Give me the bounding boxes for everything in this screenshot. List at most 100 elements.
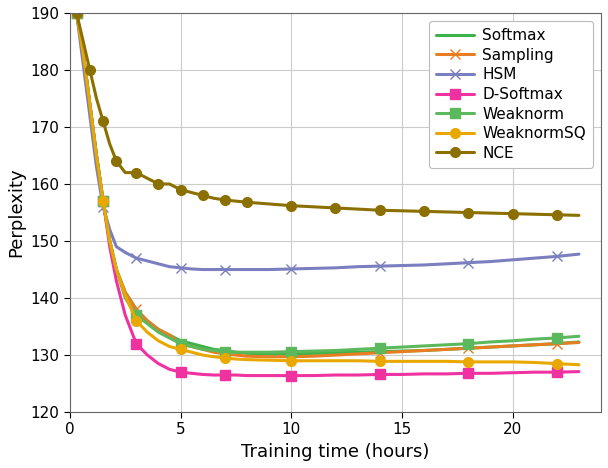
WeaknormSQ [266, 358, 273, 363]
NCE [420, 209, 427, 214]
WeaknormSQ [133, 318, 140, 324]
HSM [266, 267, 273, 272]
D-Softmax [133, 341, 140, 346]
HSM [73, 10, 80, 16]
Sampling [332, 352, 339, 358]
HSM [112, 244, 120, 249]
Sampling [86, 102, 94, 107]
Sampling [232, 352, 240, 358]
WeaknormSQ [531, 360, 538, 366]
Sampling [80, 50, 87, 56]
NCE [210, 196, 218, 201]
HSM [232, 267, 240, 272]
WeaknormSQ [143, 329, 151, 335]
Weaknorm [143, 321, 151, 327]
Softmax [122, 290, 129, 295]
Softmax [465, 345, 472, 351]
NCE [575, 212, 582, 218]
Softmax [93, 153, 100, 158]
D-Softmax [509, 370, 516, 375]
Line: WeaknormSQ: WeaknormSQ [72, 8, 584, 370]
HSM [177, 265, 184, 271]
Weaknorm [106, 238, 114, 244]
Weaknorm [509, 338, 516, 344]
Weaknorm [188, 344, 195, 349]
Softmax [100, 198, 107, 204]
HSM [93, 164, 100, 170]
Sampling [199, 346, 206, 352]
Weaknorm [93, 153, 100, 158]
HSM [398, 263, 406, 268]
Sampling [465, 345, 472, 351]
Sampling [106, 238, 114, 244]
HSM [133, 256, 140, 261]
HSM [80, 61, 87, 67]
D-Softmax [354, 372, 361, 378]
D-Softmax [112, 278, 120, 284]
Weaknorm [575, 333, 582, 339]
NCE [100, 118, 107, 124]
D-Softmax [199, 372, 206, 377]
WeaknormSQ [188, 350, 195, 355]
Sampling [177, 341, 184, 346]
Softmax [86, 102, 94, 107]
NCE [86, 67, 94, 73]
NCE [266, 201, 273, 207]
NCE [376, 207, 384, 213]
HSM [143, 258, 151, 264]
D-Softmax [376, 372, 384, 377]
WeaknormSQ [443, 358, 450, 364]
Softmax [332, 350, 339, 356]
Softmax [232, 350, 240, 355]
Weaknorm [288, 349, 295, 354]
HSM [443, 261, 450, 267]
NCE [106, 141, 114, 147]
WeaknormSQ [106, 238, 114, 244]
Softmax [143, 318, 151, 324]
Softmax [199, 344, 206, 349]
D-Softmax [553, 369, 561, 375]
HSM [199, 267, 206, 272]
HSM [188, 266, 195, 272]
D-Softmax [531, 369, 538, 375]
Weaknorm [133, 312, 140, 318]
NCE [443, 209, 450, 215]
NCE [553, 212, 561, 218]
HSM [575, 251, 582, 257]
HSM [332, 265, 339, 271]
Sampling [487, 344, 494, 350]
Sampling [100, 198, 107, 204]
NCE [354, 206, 361, 212]
Weaknorm [73, 10, 80, 16]
Softmax [188, 341, 195, 346]
Legend: Softmax, Sampling, HSM, D-Softmax, Weaknorm, WeaknormSQ, NCE: Softmax, Sampling, HSM, D-Softmax, Weakn… [429, 21, 593, 168]
Softmax [106, 238, 114, 244]
D-Softmax [86, 102, 94, 107]
HSM [354, 264, 361, 270]
Softmax [420, 348, 427, 353]
NCE [487, 210, 494, 216]
HSM [553, 254, 561, 259]
D-Softmax [177, 369, 184, 375]
D-Softmax [575, 369, 582, 374]
NCE [177, 187, 184, 192]
HSM [376, 263, 384, 269]
WeaknormSQ [93, 153, 100, 158]
WeaknormSQ [420, 358, 427, 364]
NCE [531, 212, 538, 217]
NCE [332, 205, 339, 211]
HSM [509, 257, 516, 263]
Softmax [288, 351, 295, 357]
HSM [86, 113, 94, 118]
WeaknormSQ [232, 356, 240, 362]
Weaknorm [443, 342, 450, 348]
Weaknorm [487, 339, 494, 345]
HSM [420, 262, 427, 268]
HSM [155, 261, 162, 267]
NCE [199, 193, 206, 198]
WeaknormSQ [354, 358, 361, 364]
Weaknorm [122, 295, 129, 301]
D-Softmax [398, 372, 406, 377]
NCE [73, 10, 80, 16]
WeaknormSQ [376, 358, 384, 364]
